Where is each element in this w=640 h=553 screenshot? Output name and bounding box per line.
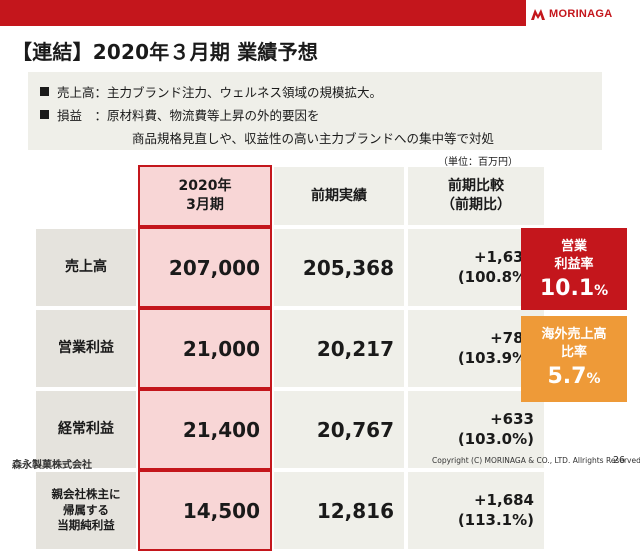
summary-line-profit: 損益 ：原材料費、物流費等上昇の外的要因を <box>40 105 320 124</box>
morinaga-logo-icon <box>531 9 545 20</box>
forecast-value: 21,400 <box>138 389 272 470</box>
compare-value: +633 (103.0%) <box>408 391 544 468</box>
unit-note: （単位：百万円） <box>438 157 518 168</box>
kpi-operating-margin: 営業 利益率 10.1% <box>521 228 627 310</box>
page-number: 26 <box>613 455 626 466</box>
header-blank <box>36 167 136 225</box>
table-row-ordinary-profit: 経常利益 21,400 20,767 +633 (103.0%) <box>36 389 544 470</box>
table-row-sales: 売上高 207,000 205,368 +1,632 (100.8%) <box>36 227 544 308</box>
header-compare: 前期比較 （前期比） <box>408 167 544 225</box>
row-label: 経常利益 <box>36 391 136 468</box>
footer-company: 森永製菓株式会社 <box>12 460 92 471</box>
page-title: 【連結】2020年３月期 業績予想 <box>12 40 319 64</box>
compare-value: +1,684 (113.1%) <box>408 472 544 549</box>
summary-line-sales: 売上高：主力ブランド注力、ウェルネス領域の規模拡大。 <box>40 82 382 101</box>
prior-value: 12,816 <box>274 472 404 549</box>
header-bar <box>0 0 526 26</box>
kpi-overseas-sales-ratio: 海外売上高 比率 5.7% <box>521 316 627 402</box>
row-label: 営業利益 <box>36 310 136 387</box>
bullet-square-icon <box>40 110 49 119</box>
bullet-square-icon <box>40 87 49 96</box>
forecast-table: 2020年 3月期 前期実績 前期比較 （前期比） 売上高 207,000 20… <box>32 163 548 553</box>
forecast-value: 207,000 <box>138 227 272 308</box>
prior-value: 20,767 <box>274 391 404 468</box>
summary-line-profit-cont: 商品規格見直しや、収益性の高い主力ブランドへの集中等で対処 <box>132 131 495 146</box>
row-label: 親会社株主に 帰属する 当期純利益 <box>36 472 136 549</box>
table-row-operating-profit: 営業利益 21,000 20,217 +783 (103.9%) <box>36 308 544 389</box>
summary-box: 売上高：主力ブランド注力、ウェルネス領域の規模拡大。 損益 ：原材料費、物流費等… <box>28 72 602 150</box>
brand-name: MORINAGA <box>549 8 613 20</box>
prior-value: 20,217 <box>274 310 404 387</box>
table-row-net-income: 親会社株主に 帰属する 当期純利益 14,500 12,816 +1,684 (… <box>36 470 544 551</box>
forecast-value: 21,000 <box>138 308 272 389</box>
forecast-value: 14,500 <box>138 470 272 551</box>
brand-logo: MORINAGA <box>530 5 613 23</box>
table-header-row: 2020年 3月期 前期実績 前期比較 （前期比） <box>36 165 544 227</box>
header-forecast: 2020年 3月期 <box>138 165 272 227</box>
row-label: 売上高 <box>36 229 136 306</box>
header-prior: 前期実績 <box>274 167 404 225</box>
prior-value: 205,368 <box>274 229 404 306</box>
footer-copyright: Copyright (C) MORINAGA & CO., LTD. Allri… <box>432 456 640 465</box>
